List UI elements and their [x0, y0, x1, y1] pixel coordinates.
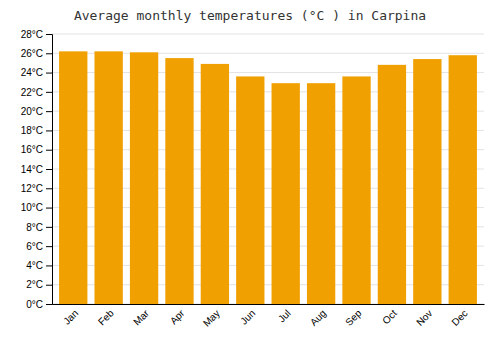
bar — [59, 51, 87, 304]
bar — [272, 83, 300, 304]
x-axis-line — [53, 304, 485, 305]
bar — [378, 65, 406, 304]
y-tick-mark — [46, 304, 52, 305]
bars — [59, 51, 477, 304]
x-tick: May — [201, 308, 222, 329]
y-tick: 4°C — [26, 260, 52, 271]
y-tick: 28°C — [21, 29, 52, 40]
x-tick-label: Dec — [449, 308, 469, 328]
y-tick-label: 10°C — [21, 202, 43, 213]
y-tick: 14°C — [21, 164, 52, 175]
x-tick: Feb — [96, 307, 116, 327]
y-tick-label: 26°C — [21, 48, 43, 59]
y-tick-label: 2°C — [26, 279, 43, 290]
x-tick-label: Nov — [414, 308, 434, 328]
y-tick-label: 14°C — [21, 164, 43, 175]
y-tick: 24°C — [21, 67, 52, 78]
x-tick-label: Feb — [96, 307, 116, 327]
x-tick-label: Jan — [61, 308, 80, 327]
chart-svg: 0°C 2°C 4°C 6°C 8°C 10°C 12°C 14°C 16°C 18°C 20°C 2… — [0, 0, 500, 350]
x-tick: Jul — [276, 308, 293, 325]
y-tick: 20°C — [21, 106, 52, 117]
bar — [413, 59, 441, 304]
x-tick: Nov — [414, 308, 434, 328]
y-tick-mark — [46, 111, 52, 112]
x-tick-label: May — [201, 308, 222, 329]
plot: 0°C 2°C 4°C 6°C 8°C 10°C 12°C 14°C 16°C 18°C 20°C 2… — [21, 29, 485, 329]
bar — [342, 76, 370, 304]
y-tick-mark — [46, 53, 52, 54]
x-tick-label: Apr — [168, 307, 187, 326]
y-tick-label: 12°C — [21, 183, 43, 194]
y-tick-label: 6°C — [26, 241, 43, 252]
y-tick-label: 28°C — [21, 29, 43, 40]
y-tick: 8°C — [26, 222, 52, 233]
y-tick: 0°C — [26, 299, 52, 310]
x-tick: Sep — [343, 307, 364, 328]
x-tick-label: Aug — [308, 308, 328, 328]
x-tick-label: Sep — [343, 307, 364, 328]
chart-container: 0°C 2°C 4°C 6°C 8°C 10°C 12°C 14°C 16°C 18°C 20°C 2… — [0, 0, 500, 350]
bar — [94, 51, 122, 304]
x-tick-label: Oct — [380, 307, 399, 326]
x-tick: Jun — [238, 308, 257, 327]
y-tick: 6°C — [26, 241, 52, 252]
x-tick: Oct — [380, 307, 399, 326]
y-tick-label: 18°C — [21, 125, 43, 136]
y-tick-label: 4°C — [26, 260, 43, 271]
x-tick-label: Jul — [276, 308, 293, 325]
y-tick-mark — [46, 208, 52, 209]
y-tick: 12°C — [21, 183, 52, 194]
x-tick: Apr — [168, 307, 187, 326]
y-tick: 2°C — [26, 279, 52, 290]
grid-line — [52, 34, 484, 35]
y-tick-mark — [46, 246, 52, 247]
bar — [449, 55, 477, 304]
y-tick-mark — [46, 92, 52, 93]
y-tick-label: 22°C — [21, 87, 43, 98]
y-axis-line — [46, 35, 53, 305]
x-tick: Jan — [61, 308, 80, 327]
y-tick-mark — [46, 285, 52, 286]
y-tick-label: 8°C — [26, 222, 43, 233]
y-tick-mark — [46, 188, 52, 189]
y-tick: 10°C — [21, 202, 52, 213]
bar — [307, 83, 335, 304]
x-tick-label: Jun — [238, 308, 257, 327]
y-tick-mark — [46, 150, 52, 151]
x-tick: Dec — [449, 308, 469, 328]
y-tick-label: 24°C — [21, 67, 43, 78]
y-tick-mark — [46, 130, 52, 131]
bar — [201, 64, 229, 304]
x-tick: Aug — [308, 308, 328, 328]
title: Average monthly temperatures (°C ) in Ca… — [74, 8, 426, 23]
bar — [165, 58, 193, 304]
grid — [52, 34, 484, 304]
bar — [236, 76, 264, 304]
y-tick-mark — [46, 227, 52, 228]
y-tick-label: 20°C — [21, 106, 43, 117]
y-tick: 26°C — [21, 48, 52, 59]
y-tick-mark — [46, 265, 52, 266]
y-tick-label: 0°C — [26, 299, 43, 310]
y-tick-label: 16°C — [21, 144, 43, 155]
y-tick-mark — [46, 169, 52, 170]
x-tick-label: Mar — [131, 307, 151, 327]
y-tick: 16°C — [21, 144, 52, 155]
x-axis: Jan Feb Mar Apr May Jun Jul Aug Sep Oct Nov Dec — [53, 305, 485, 329]
y-axis: 0°C 2°C 4°C 6°C 8°C 10°C 12°C 14°C 16°C 18°C 20°C 2… — [21, 29, 53, 310]
bar — [130, 52, 158, 304]
y-tick-mark — [46, 73, 52, 74]
y-tick: 22°C — [21, 87, 52, 98]
y-tick-mark — [46, 34, 52, 35]
x-tick: Mar — [131, 307, 151, 327]
y-tick: 18°C — [21, 125, 52, 136]
